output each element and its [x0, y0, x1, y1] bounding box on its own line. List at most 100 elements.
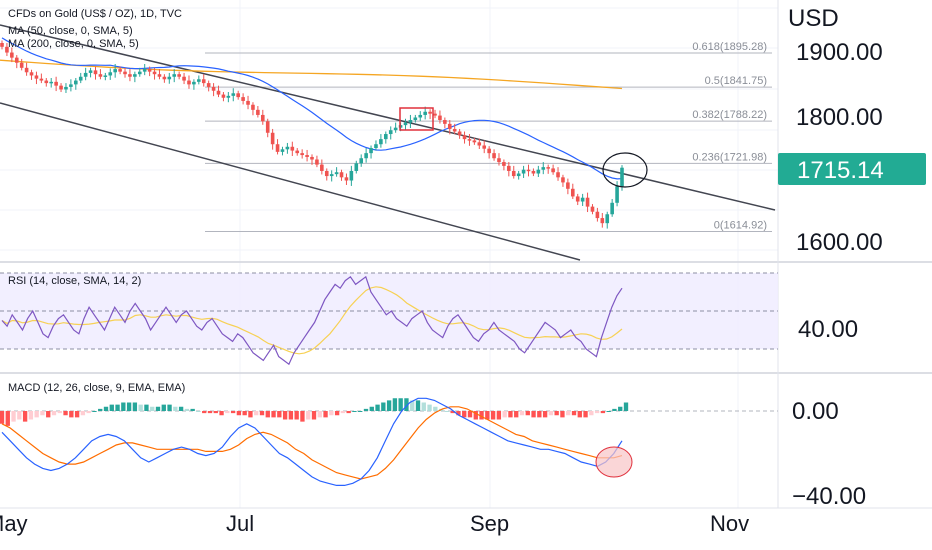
candle-body: [162, 76, 167, 80]
macd-histogram-bar: [525, 411, 530, 416]
macd-histogram-bar: [126, 402, 132, 411]
macd-histogram-bar: [115, 404, 120, 411]
breakout-circle[interactable]: [602, 152, 648, 188]
candle-body: [74, 80, 78, 85]
candle-body: [339, 172, 344, 178]
candle-body: [157, 74, 162, 77]
candle-body: [531, 170, 536, 174]
macd-histogram-bar: [421, 402, 426, 411]
highlight-box[interactable]: [399, 107, 434, 131]
candle-body: [344, 177, 349, 181]
candle-body: [201, 79, 206, 84]
fib-level-label: 0.618(1895.28): [692, 41, 767, 53]
macd-histogram-bar: [103, 406, 109, 411]
descending-channel[interactable]: [0, 24, 776, 261]
macd-histogram-bar: [109, 404, 114, 411]
rsi-legend: RSI (14, close, SMA, 14, 2): [8, 275, 141, 287]
candle-body: [502, 162, 506, 166]
candle-body: [182, 76, 186, 81]
candle-body: [590, 206, 595, 212]
candle-body: [551, 168, 555, 173]
macd-histogram-bar: [450, 411, 455, 414]
macd-histogram-bar: [34, 411, 39, 418]
macd-histogram-bar: [80, 411, 86, 416]
macd-histogram-bar: [184, 408, 190, 411]
macd-histogram-bar: [17, 411, 22, 420]
macd-histogram-bar: [213, 411, 218, 414]
macd-histogram-bar: [537, 411, 542, 418]
candle-body: [477, 142, 482, 146]
candle-body: [615, 186, 619, 203]
candle-body: [226, 95, 231, 98]
candle-body: [187, 80, 191, 85]
price-tick: 1900.00: [796, 39, 883, 66]
ma200-line: [0, 59, 623, 90]
macd-histogram-bar: [57, 411, 62, 414]
last-price-label: 1715.14: [797, 157, 884, 184]
candle-body: [393, 127, 398, 131]
macd-histogram-bar: [363, 408, 369, 411]
candle-body: [39, 78, 44, 81]
time-tick: Jul: [226, 511, 254, 536]
macd-histogram-bar: [392, 398, 398, 411]
macd-histogram-bar: [242, 411, 247, 416]
macd-histogram-bar: [254, 411, 259, 416]
macd-histogram-bar: [490, 411, 496, 420]
macd-histogram-bar: [531, 411, 536, 418]
rsi-line: [1, 275, 623, 366]
macd-histogram-bar: [433, 406, 438, 411]
candle-body: [595, 211, 600, 219]
candle-body: [433, 113, 437, 116]
candle-body: [556, 172, 560, 178]
candle-body: [133, 74, 137, 77]
candle-body: [59, 85, 63, 90]
macd-histogram-bar: [386, 400, 392, 411]
candle-body: [428, 111, 432, 114]
candle-body: [123, 71, 127, 75]
candle-body: [364, 153, 368, 159]
rsi-pane: RSI (14, close, SMA, 14, 2): [0, 272, 778, 366]
candle-body: [521, 169, 526, 174]
candle-body: [497, 158, 501, 163]
macd-histogram-bar: [317, 411, 322, 418]
macd-histogram-bar: [155, 406, 161, 411]
macd-tick: −40.00: [792, 483, 866, 510]
candle-body: [408, 120, 413, 123]
candle-body: [467, 139, 472, 141]
macd-histogram-bar: [623, 402, 629, 411]
channel-upper-line[interactable]: [0, 24, 776, 211]
macd-histogram-bar: [514, 411, 519, 418]
candle-body: [600, 218, 605, 224]
candle-body: [457, 131, 462, 136]
time-tick: Sep: [470, 511, 509, 536]
candle-body: [256, 109, 260, 115]
candle-body: [379, 139, 383, 145]
channel-lower-line[interactable]: [0, 102, 581, 261]
macd-histogram-bar: [334, 411, 340, 416]
candle-body: [280, 149, 285, 152]
candle-body: [260, 114, 265, 122]
candle-body: [251, 104, 255, 110]
macd-histogram-bar: [427, 404, 432, 411]
macd-histogram-bar: [554, 411, 559, 416]
candle-body: [511, 170, 516, 177]
macd-histogram-bar: [161, 404, 166, 411]
candle-body: [388, 130, 393, 135]
price-axis[interactable]: USD 1900.00 1800.00 1600.00 1715.14 40.0…: [778, 5, 926, 510]
macd-histogram-bar: [202, 411, 207, 414]
candle-body: [334, 172, 339, 175]
candle-body: [29, 72, 34, 76]
candle-body: [14, 57, 19, 63]
candle-body: [359, 158, 364, 164]
macd-histogram-bar: [519, 411, 525, 416]
candle-body: [147, 69, 152, 72]
macd-crossover-circle[interactable]: [595, 446, 633, 478]
time-axis[interactable]: May Jul Sep Nov: [0, 507, 932, 536]
macd-histogram-bar: [190, 408, 195, 411]
candle-body: [315, 159, 319, 165]
macd-histogram-bar: [473, 411, 478, 420]
candle-body: [128, 74, 132, 77]
candle-body: [418, 114, 423, 118]
macd-histogram-bar: [612, 408, 617, 411]
